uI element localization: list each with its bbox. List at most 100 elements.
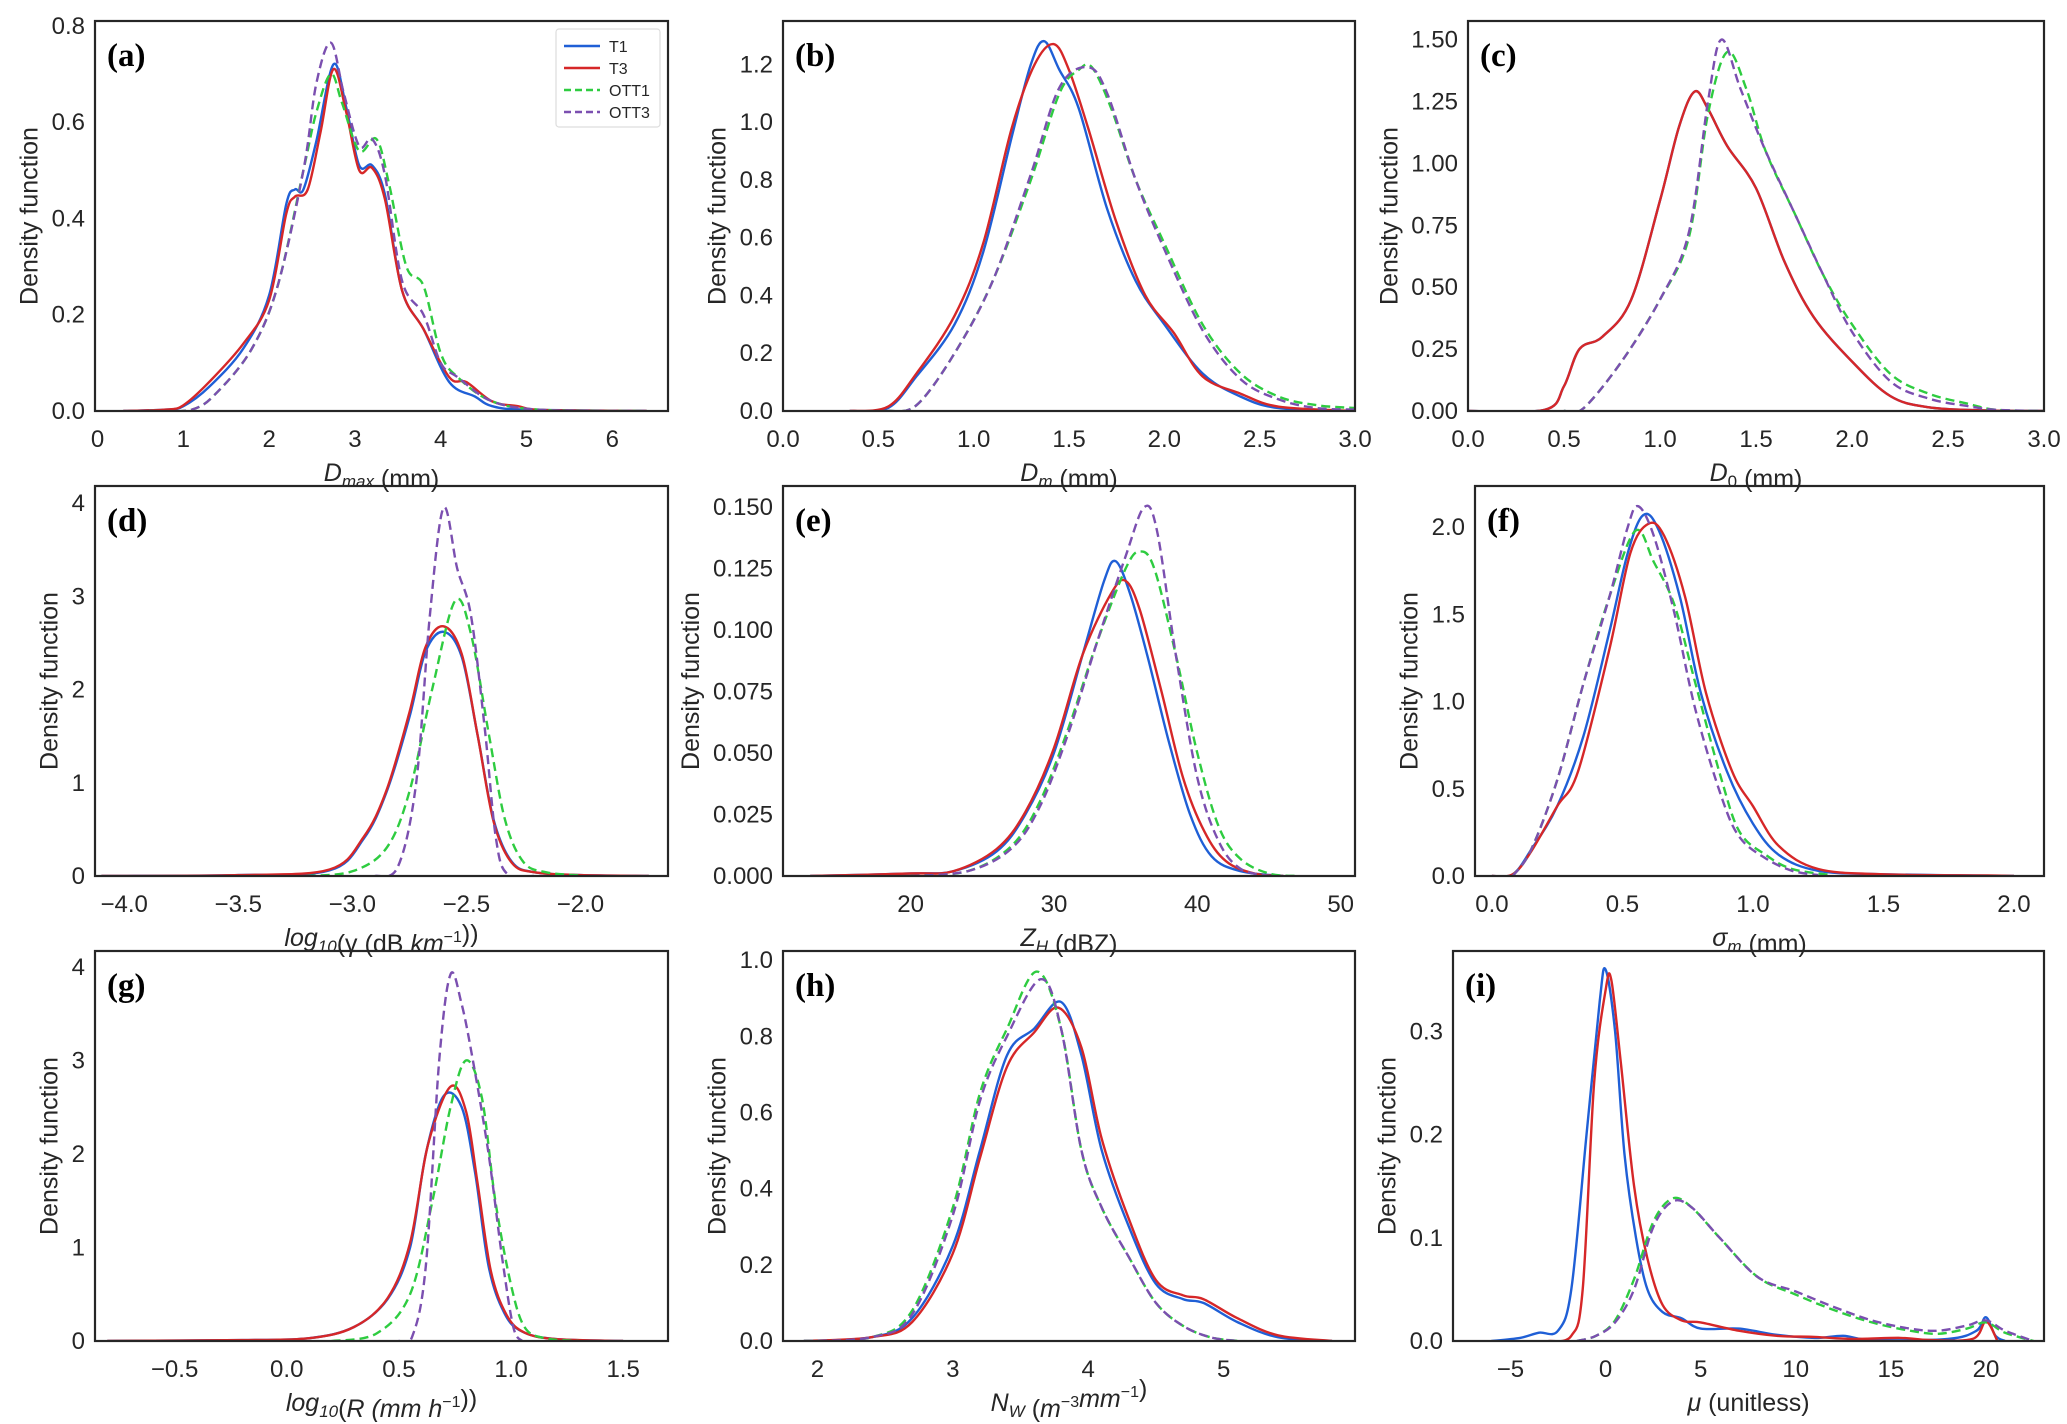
series-line-ott3	[803, 978, 1238, 1341]
x-axis-label-part: −1	[442, 1394, 460, 1411]
x-tick-label: 0.5	[862, 426, 895, 453]
panel-a: 0 1 2 3 4 5 6 0.0 0.2 0.4 0.6 0.8 Density function Dm…	[16, 13, 670, 493]
legend-box	[555, 28, 661, 128]
x-axis-label-part: 10	[319, 1402, 338, 1421]
series-line-ott1	[306, 597, 581, 876]
x-axis-label-part: )	[1139, 1375, 1147, 1403]
y-tick-label: 0.75	[1411, 212, 1458, 239]
x-axis-label-part: H	[1036, 937, 1049, 956]
x-axis-label: μ (unitless)	[1686, 1389, 1809, 1417]
curves	[803, 970, 1333, 1341]
panel-label: (a)	[107, 38, 145, 74]
x-axis-label: log10(γ (dB km−1))	[284, 920, 478, 958]
y-tick-label: 0.025	[713, 802, 773, 829]
x-axis-label-part: (mm)	[374, 465, 439, 493]
x-tick-label: 5	[1694, 1356, 1707, 1383]
x-tick-label: 6	[606, 426, 619, 453]
y-tick-label: 0	[72, 863, 85, 890]
y-tick-label: 0.25	[1411, 336, 1458, 363]
x-tick-label: 3	[946, 1356, 959, 1383]
series-line-ott3	[398, 971, 524, 1341]
y-tick-label: 0.1	[1410, 1225, 1443, 1252]
x-tick-label: 3.0	[2027, 426, 2060, 453]
y-tick-label: 0.5	[1432, 776, 1465, 803]
y-tick-label: 0.8	[52, 13, 85, 40]
y-tick-label: 0.3	[1410, 1018, 1443, 1045]
y-tick-label: 1.0	[740, 109, 773, 136]
y-tick-label: 3	[72, 1047, 85, 1074]
panel-e: 20 30 40 50 0.000 0.025 0.050 0.075 0.100 0.125 0.…	[677, 484, 1357, 958]
panel-label: (e)	[795, 503, 832, 539]
panel-f: 0.0 0.5 1.0 1.5 2.0 0.0 0.5 1.0 1.5 2.0 Density fu…	[1396, 484, 2046, 958]
series-line-ott3	[1511, 504, 1819, 876]
y-tick-label: 0.0	[740, 1328, 773, 1355]
series-line-t3	[1491, 521, 2015, 876]
y-tick-label: 0.00	[1411, 398, 1458, 425]
y-tick-label: 0.000	[713, 863, 773, 890]
y-tick-label: 1.25	[1411, 88, 1458, 115]
x-tick-label: 0.5	[1606, 891, 1639, 918]
legend-label: T3	[609, 61, 628, 78]
x-axis-label-part: (mm)	[1737, 465, 1802, 493]
x-tick-label: 5	[520, 426, 533, 453]
x-axis-label-part: D	[324, 459, 342, 487]
x-tick-label: 0	[91, 426, 104, 453]
x-tick-label: 2.5	[1243, 426, 1276, 453]
x-tick-label: 0.0	[1475, 891, 1508, 918]
curves	[1468, 38, 2044, 411]
series-line-t1	[849, 39, 1355, 411]
series-line-t1	[803, 1000, 1333, 1341]
panel-c: 0.0 0.5 1.0 1.5 2.0 2.5 3.0 0.00 0.25 0.50 0.75 1.0…	[1375, 19, 2061, 493]
x-axis-label-part: (unitless)	[1701, 1389, 1809, 1417]
x-tick-label: 5	[1217, 1356, 1230, 1383]
legend-label: OTT3	[609, 105, 650, 122]
panel-label: (f)	[1487, 503, 1520, 539]
x-axis-label-part: D	[1710, 459, 1728, 487]
x-axis-label-part: max	[342, 472, 375, 491]
x-tick-label: 1.0	[1643, 426, 1676, 453]
x-tick-label: 2	[811, 1356, 824, 1383]
axes-frame	[781, 484, 1357, 878]
series-line-ott1	[331, 1059, 579, 1341]
panel-label: (g)	[107, 968, 145, 1004]
y-tick-label: 1	[72, 770, 85, 797]
y-tick-label: 0.125	[713, 556, 773, 583]
y-axis-label: Density function	[36, 1057, 64, 1235]
y-axis-label: Density function	[16, 127, 44, 305]
axes-frame	[1466, 19, 2046, 413]
curves	[1491, 967, 2034, 1341]
x-tick-label: 1.0	[957, 426, 990, 453]
axes-frame	[1451, 949, 2046, 1343]
y-tick-label: 0.50	[1411, 274, 1458, 301]
y-tick-label: 0.0	[1432, 863, 1465, 890]
x-axis-label-part: R (mm h	[346, 1395, 442, 1423]
x-tick-label: 30	[1041, 891, 1068, 918]
x-tick-label: −0.5	[151, 1356, 198, 1383]
curves	[810, 504, 1298, 876]
series-line-t3	[107, 1084, 624, 1341]
panel-h: 2 3 4 5 0.0 0.2 0.4 0.6 0.8 1.0 Density function NW…	[704, 947, 1357, 1423]
x-tick-label: 2.0	[1835, 426, 1868, 453]
series-line-t1	[1468, 89, 2044, 411]
x-tick-label: 1.5	[1052, 426, 1085, 453]
x-axis-label: ZH (dBZ)	[1019, 924, 1117, 958]
x-tick-label: −5	[1497, 1356, 1524, 1383]
x-axis-label-part: ))	[461, 1385, 478, 1413]
x-tick-label: 2.0	[1148, 426, 1181, 453]
x-axis-label-part: m	[1038, 472, 1052, 491]
axes-frame	[93, 484, 670, 878]
x-axis-label-part: mm	[1079, 1385, 1121, 1413]
panel-g: −0.5 0.0 0.5 1.0 1.5 0 1 2 3 4 Density function log…	[36, 949, 670, 1423]
series-line-t3	[803, 1006, 1333, 1341]
curves	[123, 41, 647, 411]
y-tick-label: 0.4	[740, 282, 773, 309]
y-axis-label: Density function	[1375, 127, 1403, 305]
x-axis-label-part: 10	[318, 937, 337, 956]
y-tick-label: 0.2	[740, 340, 773, 367]
y-tick-label: 0.2	[740, 1252, 773, 1279]
curves	[101, 506, 649, 876]
x-tick-label: 1.5	[1867, 891, 1900, 918]
y-tick-label: 1.0	[1432, 689, 1465, 716]
y-tick-label: 1	[72, 1234, 85, 1261]
